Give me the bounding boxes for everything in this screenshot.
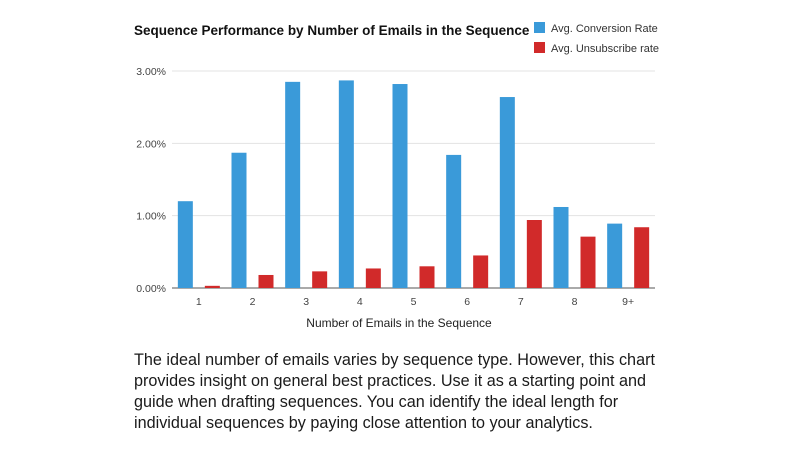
bar-conversion-8 bbox=[553, 206, 569, 288]
chart-gridlines bbox=[172, 70, 655, 289]
bar-chart: Sequence Performance by Number of Emails… bbox=[134, 22, 659, 330]
bar-conversion-9+ bbox=[607, 223, 623, 288]
x-tick-label: 2 bbox=[250, 296, 256, 308]
legend-label: Avg. Conversion Rate bbox=[551, 23, 658, 35]
bar-conversion-3 bbox=[285, 81, 301, 288]
y-tick-label: 3.00% bbox=[136, 66, 166, 78]
legend-swatch bbox=[534, 42, 545, 53]
y-tick-label: 0.00% bbox=[136, 283, 166, 295]
chart-bars bbox=[177, 80, 650, 289]
legend-swatch bbox=[534, 22, 545, 33]
bar-conversion-2 bbox=[231, 152, 247, 288]
bar-conversion-1 bbox=[177, 201, 193, 288]
y-axis-tick-labels: 0.00% 1.00% 2.00% 3.00% bbox=[136, 66, 166, 295]
bar-conversion-5 bbox=[392, 84, 408, 289]
x-tick-label: 9+ bbox=[622, 296, 634, 308]
legend-label: Avg. Unsubscribe rate bbox=[551, 43, 659, 55]
x-tick-label: 8 bbox=[572, 296, 578, 308]
bar-conversion-6 bbox=[446, 154, 462, 288]
x-tick-label: 4 bbox=[357, 296, 363, 308]
bar-unsubscribe-6 bbox=[473, 255, 489, 288]
y-tick-label: 2.00% bbox=[136, 138, 166, 150]
x-axis-tick-labels: 1 2 3 4 5 6 7 8 9+ bbox=[196, 296, 634, 308]
chart-caption: The ideal number of emails varies by seq… bbox=[134, 351, 655, 432]
bar-unsubscribe-2 bbox=[258, 274, 274, 288]
bar-unsubscribe-8 bbox=[580, 236, 596, 288]
bar-unsubscribe-9+ bbox=[634, 227, 650, 288]
x-tick-label: 1 bbox=[196, 296, 202, 308]
x-tick-label: 7 bbox=[518, 296, 524, 308]
x-tick-label: 6 bbox=[464, 296, 470, 308]
x-tick-label: 3 bbox=[303, 296, 309, 308]
chart-title: Sequence Performance by Number of Emails… bbox=[134, 23, 530, 38]
bar-unsubscribe-1 bbox=[204, 285, 220, 288]
bar-conversion-4 bbox=[338, 80, 354, 288]
x-axis-title: Number of Emails in the Sequence bbox=[306, 316, 492, 330]
y-tick-label: 1.00% bbox=[136, 211, 166, 223]
bar-unsubscribe-7 bbox=[526, 220, 542, 288]
bar-unsubscribe-4 bbox=[365, 268, 381, 288]
bar-unsubscribe-3 bbox=[312, 271, 328, 288]
bar-unsubscribe-5 bbox=[419, 266, 435, 288]
chart-legend: Avg. Conversion Rate Avg. Unsubscribe rat… bbox=[534, 22, 659, 55]
x-tick-label: 5 bbox=[411, 296, 417, 308]
bar-conversion-7 bbox=[499, 97, 515, 288]
